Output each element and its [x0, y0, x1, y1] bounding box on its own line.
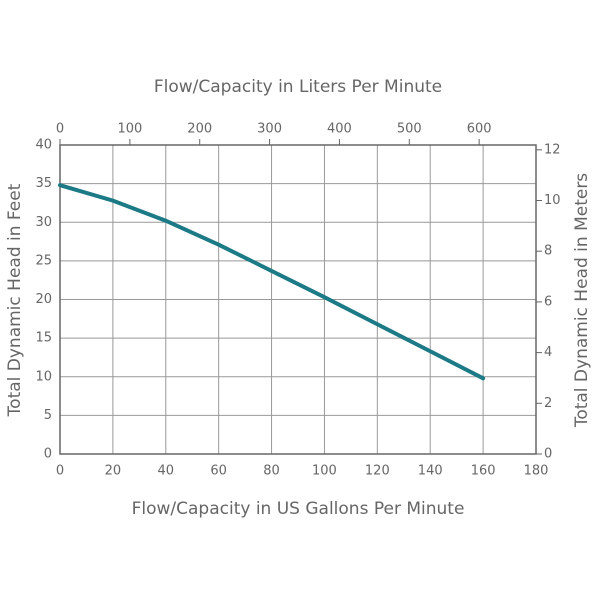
right-axis-label: Total Dynamic Head in Meters: [572, 173, 592, 428]
right-tick-label: 12: [544, 142, 561, 157]
y-tick-label: 30: [35, 215, 52, 230]
y-tick-label: 20: [35, 292, 52, 307]
top-tick-label: 500: [397, 122, 422, 137]
y-tick-label: 40: [35, 138, 52, 153]
x-tick-label: 60: [210, 464, 227, 479]
y-tick-label: 25: [35, 253, 52, 268]
top-tick-label: 600: [467, 122, 492, 137]
plot-frame: [59, 144, 537, 455]
top-tick-label: 100: [117, 122, 142, 137]
right-tick-label: 2: [544, 396, 552, 411]
y-axis-label: Total Dynamic Head in Feet: [5, 183, 25, 417]
y-tick-label: 5: [44, 408, 52, 423]
x-tick-label: 100: [312, 464, 337, 479]
x-tick-label: 0: [56, 464, 64, 479]
x-tick-label: 40: [158, 464, 175, 479]
top-axis-label: Flow/Capacity in Liters Per Minute: [154, 77, 442, 97]
right-tick-label: 8: [544, 244, 552, 259]
top-tick-label: 200: [187, 122, 212, 137]
right-tick-label: 0: [544, 447, 552, 462]
x-tick-label: 160: [471, 464, 496, 479]
data-line: [58, 183, 486, 381]
y-tick-label: 0: [44, 447, 52, 462]
top-tick-label: 0: [56, 122, 64, 137]
x-tick-label: 80: [263, 464, 280, 479]
top-tick-label: 400: [327, 122, 352, 137]
x-axis-label: Flow/Capacity in US Gallons Per Minute: [132, 499, 465, 519]
x-tick-label: 140: [418, 464, 443, 479]
y-tick-label: 10: [35, 369, 52, 384]
x-tick-label: 20: [105, 464, 122, 479]
x-tick-label: 180: [524, 464, 549, 479]
right-tick-label: 4: [544, 345, 552, 360]
x-tick-label: 120: [365, 464, 390, 479]
right-tick-label: 10: [544, 193, 561, 208]
y-tick-label: 15: [35, 331, 52, 346]
right-tick-label: 6: [544, 294, 552, 309]
top-tick-label: 300: [257, 122, 282, 137]
y-tick-label: 35: [35, 176, 52, 191]
